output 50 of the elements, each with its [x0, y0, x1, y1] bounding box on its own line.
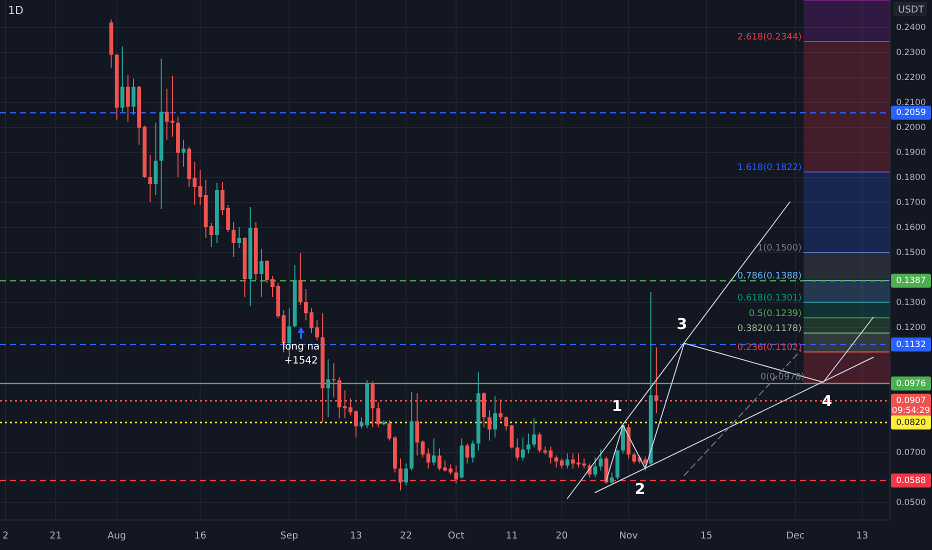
- annotation: 3: [676, 315, 688, 334]
- x-tick-label: 22: [400, 530, 412, 542]
- ref-line-label: 0.0588: [896, 476, 926, 486]
- x-tick-label: Sep: [280, 530, 298, 542]
- annotation: 2: [634, 480, 646, 498]
- y-tick-label: 0.0700: [896, 448, 926, 458]
- annotation: +1542: [284, 356, 318, 367]
- x-tick-label: 13: [350, 530, 362, 542]
- y-tick-label: 0.1900: [896, 148, 926, 158]
- x-tick-label: Oct: [448, 530, 465, 542]
- chart-title: 1D: [8, 4, 24, 17]
- y-tick-label: 0.1500: [896, 248, 926, 258]
- x-tick-label: 16: [194, 530, 206, 542]
- x-tick-label: 2: [2, 530, 9, 542]
- band-label: 0.786(0.1388): [737, 272, 802, 282]
- y-tick-label: 0.1800: [896, 172, 926, 183]
- y-tick-label: 0.0500: [896, 498, 926, 508]
- band-label: 0.236(0.1102): [737, 343, 802, 353]
- annotation: 1: [612, 397, 622, 416]
- band-label: 1.618(0.1822): [737, 163, 802, 173]
- band-label: 0.382(0.1178): [737, 324, 802, 334]
- y-axis-title: USDT: [898, 4, 924, 16]
- band-label: 2.618(0.2344): [737, 32, 802, 42]
- band-label: 0.5(0.1239): [748, 308, 802, 319]
- x-tick-label: Nov: [619, 530, 638, 542]
- annotation: 4: [822, 392, 832, 410]
- ref-line-label: 0.0907 09:54:29: [892, 396, 930, 416]
- x-tick-label: 21: [50, 530, 62, 542]
- ref-line-label: 0.0976: [896, 378, 926, 389]
- y-tick-label: 0.2400: [896, 22, 926, 33]
- x-tick-label: 20: [556, 530, 568, 542]
- x-tick-label: 11: [506, 530, 518, 542]
- y-tick-label: 0.2100: [896, 98, 926, 108]
- y-tick-label: 0.1600: [896, 222, 926, 233]
- y-tick-label: 0.2200: [896, 72, 926, 83]
- y-tick-label: 0.2300: [896, 48, 926, 58]
- y-tick-label: 0.1300: [896, 298, 926, 308]
- y-tick-label: 0.1200: [896, 322, 926, 333]
- x-tick-label: 15: [700, 530, 712, 542]
- band-label: 0.618(0.1301): [737, 293, 802, 304]
- band-label: 1(0.1500): [757, 244, 802, 254]
- x-tick-label: Aug: [108, 530, 126, 542]
- ref-line-label: 0.2059: [896, 108, 926, 118]
- x-tick-label: Dec: [786, 530, 805, 542]
- ref-line-label: 0.1387: [896, 276, 926, 286]
- y-tick-label: 0.1700: [896, 198, 926, 208]
- x-tick-label: 13: [856, 530, 868, 542]
- ref-line-label: 0.0820: [896, 418, 926, 428]
- y-tick-label: 0.2000: [896, 122, 926, 133]
- ref-line-label: 0.1132: [896, 340, 926, 350]
